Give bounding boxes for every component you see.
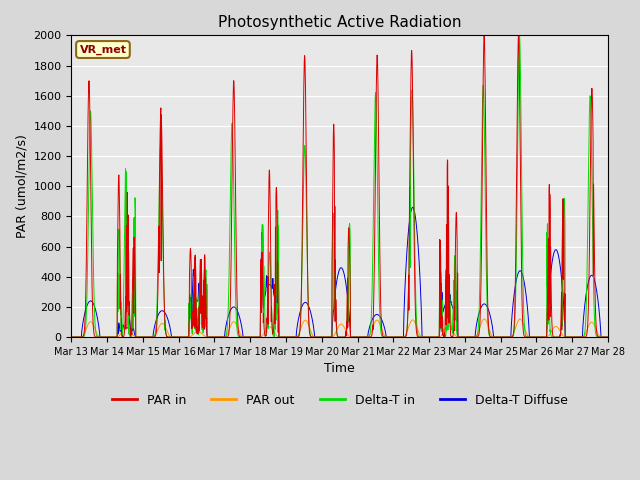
PAR out	[217, 334, 225, 340]
Delta-T Diffuse	[604, 334, 612, 340]
Delta-T in	[572, 334, 580, 340]
Delta-T in	[355, 334, 363, 340]
Line: Delta-T Diffuse: Delta-T Diffuse	[72, 207, 608, 337]
PAR out	[557, 329, 564, 335]
PAR in	[217, 334, 225, 340]
Delta-T in	[217, 334, 225, 340]
Y-axis label: PAR (umol/m2/s): PAR (umol/m2/s)	[15, 134, 28, 238]
Delta-T in	[557, 330, 564, 336]
PAR out	[572, 334, 580, 340]
PAR out	[604, 334, 612, 340]
PAR out	[496, 334, 504, 340]
PAR in	[515, 33, 522, 38]
PAR out	[355, 334, 363, 340]
Delta-T in	[516, 33, 524, 38]
Delta-T Diffuse	[68, 334, 76, 340]
X-axis label: Time: Time	[324, 362, 355, 375]
Delta-T Diffuse	[557, 268, 564, 274]
Line: PAR in: PAR in	[72, 36, 608, 337]
Delta-T Diffuse	[572, 334, 580, 340]
PAR in	[495, 334, 503, 340]
PAR out	[68, 334, 76, 340]
Line: PAR out: PAR out	[72, 319, 608, 337]
PAR in	[68, 334, 76, 340]
Delta-T Diffuse	[496, 334, 504, 340]
Delta-T in	[604, 334, 612, 340]
PAR in	[557, 321, 564, 327]
PAR in	[355, 334, 363, 340]
Line: Delta-T in: Delta-T in	[72, 36, 608, 337]
PAR in	[572, 334, 580, 340]
PAR in	[604, 334, 612, 340]
Delta-T Diffuse	[409, 204, 417, 210]
PAR out	[481, 316, 488, 322]
Delta-T in	[495, 334, 503, 340]
PAR out	[367, 330, 374, 336]
Delta-T in	[68, 334, 76, 340]
Delta-T Diffuse	[367, 321, 374, 326]
Delta-T in	[367, 325, 374, 331]
Delta-T Diffuse	[355, 334, 363, 340]
Title: Photosynthetic Active Radiation: Photosynthetic Active Radiation	[218, 15, 461, 30]
PAR in	[367, 334, 374, 340]
Text: VR_met: VR_met	[79, 44, 127, 55]
Legend: PAR in, PAR out, Delta-T in, Delta-T Diffuse: PAR in, PAR out, Delta-T in, Delta-T Dif…	[107, 389, 573, 412]
Delta-T Diffuse	[217, 334, 225, 340]
